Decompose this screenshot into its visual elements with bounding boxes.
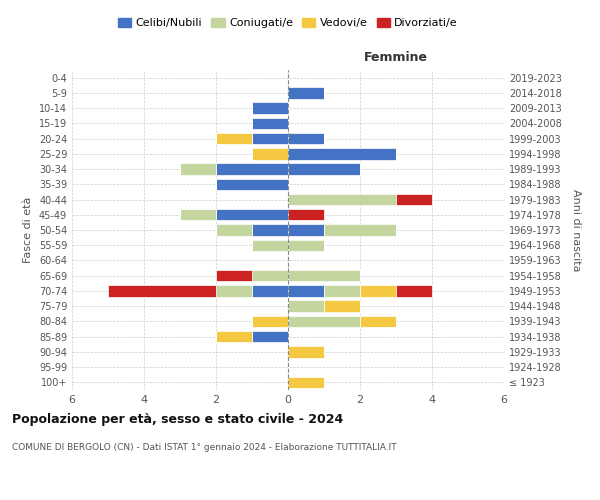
Bar — [288, 270, 360, 281]
Bar — [288, 316, 360, 327]
Bar — [324, 300, 360, 312]
Bar — [252, 148, 288, 160]
Bar — [252, 240, 288, 251]
Bar — [288, 194, 396, 205]
Bar — [288, 87, 324, 99]
Bar — [252, 224, 288, 235]
Bar — [288, 148, 396, 160]
Bar — [216, 178, 288, 190]
Bar — [288, 376, 324, 388]
Text: Femmine: Femmine — [364, 50, 428, 64]
Text: Popolazione per età, sesso e stato civile - 2024: Popolazione per età, sesso e stato civil… — [12, 412, 343, 426]
Bar — [324, 224, 396, 235]
Bar — [288, 300, 324, 312]
Bar — [180, 164, 216, 175]
Bar — [396, 194, 432, 205]
Bar — [396, 285, 432, 296]
Bar — [324, 285, 360, 296]
Bar — [216, 224, 252, 235]
Bar — [108, 285, 216, 296]
Bar — [288, 133, 324, 144]
Bar — [216, 164, 288, 175]
Bar — [252, 102, 288, 114]
Bar — [360, 316, 396, 327]
Y-axis label: Anni di nascita: Anni di nascita — [571, 188, 581, 271]
Bar — [288, 209, 324, 220]
Bar — [288, 346, 324, 358]
Bar — [252, 118, 288, 129]
Y-axis label: Fasce di età: Fasce di età — [23, 197, 33, 263]
Bar — [216, 285, 252, 296]
Bar — [288, 164, 360, 175]
Bar — [216, 209, 288, 220]
Bar — [252, 270, 288, 281]
Bar — [216, 133, 252, 144]
Bar — [288, 224, 324, 235]
Bar — [216, 331, 252, 342]
Bar — [252, 133, 288, 144]
Bar — [252, 285, 288, 296]
Text: COMUNE DI BERGOLO (CN) - Dati ISTAT 1° gennaio 2024 - Elaborazione TUTTITALIA.IT: COMUNE DI BERGOLO (CN) - Dati ISTAT 1° g… — [12, 442, 397, 452]
Bar — [360, 285, 396, 296]
Bar — [252, 316, 288, 327]
Bar — [252, 331, 288, 342]
Bar — [288, 285, 324, 296]
Legend: Celibi/Nubili, Coniugati/e, Vedovi/e, Divorziati/e: Celibi/Nubili, Coniugati/e, Vedovi/e, Di… — [113, 13, 463, 32]
Bar — [288, 240, 324, 251]
Bar — [216, 270, 252, 281]
Bar — [180, 209, 216, 220]
